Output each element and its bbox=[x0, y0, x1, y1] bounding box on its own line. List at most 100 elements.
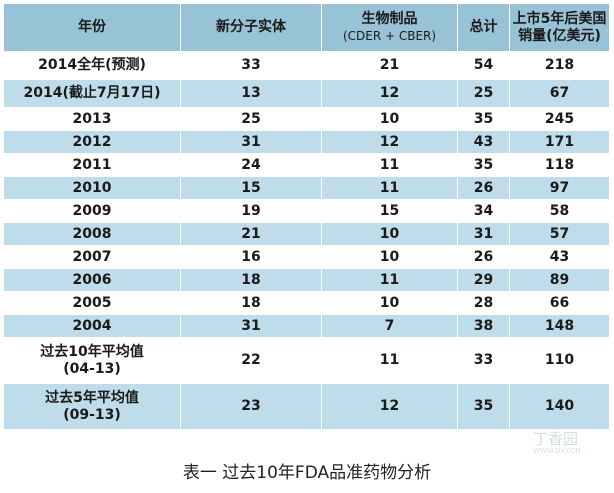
table-row: 2013 25 10 35 245 bbox=[3, 107, 610, 131]
table-row-avg-5yr: 过去5年平均值 (09-13) 23 12 35 140 bbox=[3, 383, 610, 430]
fda-approval-table: 年份 新分子实体 生物制品 (CDER + CBER) 总计 上市5年后美国 销… bbox=[3, 3, 610, 430]
cell-year: 2005 bbox=[3, 291, 181, 315]
cell-bio: 11 bbox=[321, 268, 458, 292]
watermark-url: WWW.DXY.CN bbox=[533, 447, 581, 455]
cell-total: 35 bbox=[457, 107, 510, 131]
avg10-label-line1: 过去10年平均值 bbox=[40, 343, 144, 360]
cell-nme: 13 bbox=[180, 79, 322, 108]
cell-bio: 11 bbox=[321, 337, 458, 384]
header-year: 年份 bbox=[3, 3, 181, 52]
cell-bio: 10 bbox=[321, 245, 458, 269]
header-total: 总计 bbox=[457, 3, 510, 52]
cell-year: 2007 bbox=[3, 245, 181, 269]
avg5-label-line2: (09-13) bbox=[63, 406, 121, 423]
cell-sales: 67 bbox=[509, 79, 610, 108]
cell-bio: 12 bbox=[321, 383, 458, 430]
header-biologics-label: 生物制品 bbox=[361, 10, 418, 27]
table-row: 2010 15 11 26 97 bbox=[3, 176, 610, 200]
cell-year: 2012 bbox=[3, 130, 181, 154]
cell-sales: 97 bbox=[509, 176, 610, 200]
cell-sales: 66 bbox=[509, 291, 610, 315]
cell-year: 2014全年(预测) bbox=[3, 51, 181, 80]
table-row: 2011 24 11 35 118 bbox=[3, 153, 610, 177]
cell-bio: 21 bbox=[321, 51, 458, 80]
cell-total: 35 bbox=[457, 383, 510, 430]
header-sales-line1: 上市5年后美国 bbox=[512, 10, 607, 27]
cell-year: 2013 bbox=[3, 107, 181, 131]
cell-nme: 33 bbox=[180, 51, 322, 80]
cell-year: 2006 bbox=[3, 268, 181, 292]
cell-total: 35 bbox=[457, 153, 510, 177]
cell-year: 2009 bbox=[3, 199, 181, 223]
cell-bio: 11 bbox=[321, 153, 458, 177]
cell-nme: 21 bbox=[180, 222, 322, 246]
table-row: 2005 18 10 28 66 bbox=[3, 291, 610, 315]
cell-bio: 11 bbox=[321, 176, 458, 200]
watermark-text: 丁香园 bbox=[533, 430, 579, 448]
cell-sales: 58 bbox=[509, 199, 610, 223]
table-row: 2014全年(预测) 33 21 54 218 bbox=[3, 51, 610, 80]
cell-sales: 171 bbox=[509, 130, 610, 154]
cell-year: 2014(截止7月17日) bbox=[3, 79, 181, 108]
cell-total: 54 bbox=[457, 51, 510, 80]
cell-bio: 10 bbox=[321, 291, 458, 315]
cell-nme: 15 bbox=[180, 176, 322, 200]
cell-sales: 245 bbox=[509, 107, 610, 131]
cell-bio: 10 bbox=[321, 107, 458, 131]
cell-nme: 19 bbox=[180, 199, 322, 223]
cell-nme: 23 bbox=[180, 383, 322, 430]
cell-total: 26 bbox=[457, 176, 510, 200]
cell-total: 25 bbox=[457, 79, 510, 108]
cell-total: 26 bbox=[457, 245, 510, 269]
table-row: 2009 19 15 34 58 bbox=[3, 199, 610, 223]
cell-sales: 140 bbox=[509, 383, 610, 430]
cell-nme: 18 bbox=[180, 291, 322, 315]
cell-year: 2008 bbox=[3, 222, 181, 246]
cell-avg10-label: 过去10年平均值 (04-13) bbox=[3, 337, 181, 384]
cell-nme: 31 bbox=[180, 314, 322, 338]
cell-bio: 15 bbox=[321, 199, 458, 223]
cell-total: 38 bbox=[457, 314, 510, 338]
table-row-avg-10yr: 过去10年平均值 (04-13) 22 11 33 110 bbox=[3, 337, 610, 384]
cell-total: 33 bbox=[457, 337, 510, 384]
table-caption: 表一 过去10年FDA品准药物分析 bbox=[182, 463, 432, 483]
cell-bio: 10 bbox=[321, 222, 458, 246]
fda-approval-table-container: 年份 新分子实体 生物制品 (CDER + CBER) 总计 上市5年后美国 销… bbox=[3, 3, 610, 430]
cell-sales: 43 bbox=[509, 245, 610, 269]
table-row: 2004 31 7 38 148 bbox=[3, 314, 610, 338]
cell-total: 29 bbox=[457, 268, 510, 292]
cell-sales: 57 bbox=[509, 222, 610, 246]
cell-nme: 25 bbox=[180, 107, 322, 131]
table-row: 2006 18 11 29 89 bbox=[3, 268, 610, 292]
cell-sales: 148 bbox=[509, 314, 610, 338]
avg5-label-line1: 过去5年平均值 bbox=[45, 389, 139, 406]
table-row: 2007 16 10 26 43 bbox=[3, 245, 610, 269]
cell-nme: 24 bbox=[180, 153, 322, 177]
cell-year: 2010 bbox=[3, 176, 181, 200]
cell-total: 43 bbox=[457, 130, 510, 154]
header-biologics: 生物制品 (CDER + CBER) bbox=[321, 3, 458, 52]
table-row: 2008 21 10 31 57 bbox=[3, 222, 610, 246]
cell-total: 31 bbox=[457, 222, 510, 246]
table-header-row: 年份 新分子实体 生物制品 (CDER + CBER) 总计 上市5年后美国 销… bbox=[3, 3, 610, 52]
cell-total: 28 bbox=[457, 291, 510, 315]
cell-nme: 31 bbox=[180, 130, 322, 154]
cell-bio: 7 bbox=[321, 314, 458, 338]
cell-sales: 110 bbox=[509, 337, 610, 384]
header-sales: 上市5年后美国 销量(亿美元) bbox=[509, 3, 610, 52]
cell-sales: 218 bbox=[509, 51, 610, 80]
watermark-logo: 丁香园 WWW.DXY.CN bbox=[533, 432, 611, 456]
cell-sales: 89 bbox=[509, 268, 610, 292]
cell-nme: 16 bbox=[180, 245, 322, 269]
cell-nme: 18 bbox=[180, 268, 322, 292]
cell-bio: 12 bbox=[321, 79, 458, 108]
header-sales-line2: 销量(亿美元) bbox=[518, 27, 601, 44]
avg10-label-line2: (04-13) bbox=[63, 360, 121, 377]
cell-bio: 12 bbox=[321, 130, 458, 154]
cell-total: 34 bbox=[457, 199, 510, 223]
table-row: 2012 31 12 43 171 bbox=[3, 130, 610, 154]
cell-year: 2011 bbox=[3, 153, 181, 177]
cell-nme: 22 bbox=[180, 337, 322, 384]
cell-avg5-label: 过去5年平均值 (09-13) bbox=[3, 383, 181, 430]
header-biologics-sub: (CDER + CBER) bbox=[342, 28, 437, 43]
